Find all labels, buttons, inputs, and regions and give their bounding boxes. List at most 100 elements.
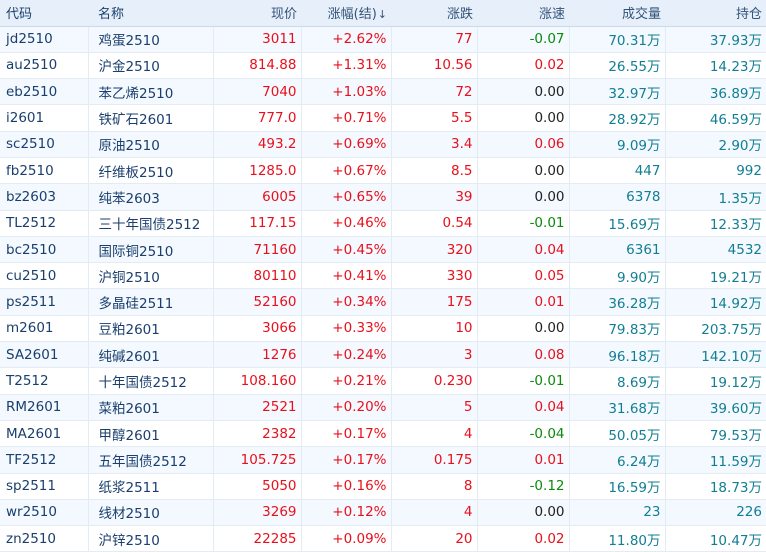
change-cell: 77 xyxy=(391,26,478,53)
header-name[interactable]: 名称 xyxy=(88,0,213,27)
price-cell: 105.725 xyxy=(213,446,302,474)
table-row[interactable]: jd2510 鸡蛋2510 3011 +2.62% 77 -0.07 70.31万 37.93… xyxy=(0,26,766,53)
table-row[interactable]: au2510 沪金2510 814.88 +1.31% 10.56 0.02 26.55万 1… xyxy=(0,52,766,80)
change-cell: 8 xyxy=(391,473,478,500)
change-cell: 0.175 xyxy=(391,446,478,474)
open-interest-cell: 79.53万 xyxy=(665,420,766,448)
table-row[interactable]: fb2510 纤维板2510 1285.0 +0.67% 8.5 0.00 447 992 xyxy=(0,157,766,185)
header-speed[interactable]: 涨速 xyxy=(477,0,569,27)
open-interest-cell: 37.93万 xyxy=(665,26,766,53)
table-row[interactable]: TF2512 五年国债2512 105.725 +0.17% 0.175 0.01 6.24… xyxy=(0,446,766,474)
change-pct-cell: +0.46% xyxy=(301,210,392,237)
table-row[interactable]: m2601 豆粕2601 3066 +0.33% 10 0.00 79.83万 203.75万 xyxy=(0,315,766,343)
speed-cell: 0.04 xyxy=(477,394,570,421)
change-pct-cell: +0.69% xyxy=(301,131,392,158)
open-interest-cell: 11.59万 xyxy=(665,446,766,474)
table-row[interactable]: SA2601 纯碱2601 1276 +0.24% 3 0.08 96.18万 142.10万 xyxy=(0,341,766,369)
name-cell: 沪金2510 xyxy=(88,52,214,80)
table-row[interactable]: T2512 十年国债2512 108.160 +0.21% 0.230 -0.01 8.69… xyxy=(0,367,766,395)
table-row[interactable]: RM2601 菜粕2601 2521 +0.20% 5 0.04 31.68万 39.60万 xyxy=(0,394,766,421)
speed-cell: 0.01 xyxy=(477,288,570,316)
table-row[interactable]: sp2511 纸浆2511 5050 +0.16% 8 -0.12 16.59万 18.73万 xyxy=(0,473,766,500)
speed-cell: 0.00 xyxy=(477,499,570,527)
header-change-pct[interactable]: 涨幅(结)↓ xyxy=(301,0,391,27)
volume-cell: 70.31万 xyxy=(569,26,666,53)
header-change-pct-label: 涨幅(结) xyxy=(327,7,377,23)
change-cell: 3.4 xyxy=(391,131,478,158)
speed-cell: 0.00 xyxy=(477,183,570,211)
change-cell: 39 xyxy=(391,183,478,211)
change-pct-cell: +0.17% xyxy=(301,446,392,474)
open-interest-cell: 226 xyxy=(665,499,766,527)
code-cell: fb2510 xyxy=(0,157,89,185)
name-cell: 国际铜2510 xyxy=(88,236,214,264)
volume-cell: 15.69万 xyxy=(569,210,666,237)
code-cell: bz2603 xyxy=(0,183,89,211)
open-interest-cell: 4532 xyxy=(665,236,766,264)
volume-cell: 16.59万 xyxy=(569,473,666,500)
price-cell: 7040 xyxy=(213,78,302,106)
header-volume[interactable]: 成交量 xyxy=(569,0,665,27)
price-cell: 2382 xyxy=(213,420,302,448)
header-price[interactable]: 现价 xyxy=(213,0,301,27)
volume-cell: 79.83万 xyxy=(569,315,666,343)
name-cell: 豆粕2601 xyxy=(88,315,214,343)
change-pct-cell: +1.31% xyxy=(301,52,392,80)
table-row[interactable]: i2601 铁矿石2601 777.0 +0.71% 5.5 0.00 28.92万 46.5… xyxy=(0,104,766,132)
change-cell: 20 xyxy=(391,525,478,552)
quotes-table-body: jd2510 鸡蛋2510 3011 +2.62% 77 -0.07 70.31万 37.93… xyxy=(0,26,766,552)
speed-cell: 0.02 xyxy=(477,52,570,80)
name-cell: 沪铜2510 xyxy=(88,262,214,290)
volume-cell: 11.80万 xyxy=(569,525,666,552)
name-cell: 甲醇2601 xyxy=(88,420,214,448)
code-cell: sc2510 xyxy=(0,131,89,158)
change-cell: 175 xyxy=(391,288,478,316)
price-cell: 493.2 xyxy=(213,131,302,158)
speed-cell: -0.12 xyxy=(477,473,570,500)
change-cell: 320 xyxy=(391,236,478,264)
code-cell: T2512 xyxy=(0,367,89,395)
volume-cell: 26.55万 xyxy=(569,52,666,80)
open-interest-cell: 39.60万 xyxy=(665,394,766,421)
change-cell: 10.56 xyxy=(391,52,478,80)
name-cell: 多晶硅2511 xyxy=(88,288,214,316)
code-cell: wr2510 xyxy=(0,499,89,527)
price-cell: 3011 xyxy=(213,26,302,53)
change-cell: 3 xyxy=(391,341,478,369)
speed-cell: -0.01 xyxy=(477,367,570,395)
table-row[interactable]: sc2510 原油2510 493.2 +0.69% 3.4 0.06 9.09万 2.90万 xyxy=(0,131,766,158)
table-row[interactable]: bz2603 纯苯2603 6005 +0.65% 39 0.00 6378 1.35万 xyxy=(0,183,766,211)
table-row[interactable]: cu2510 沪铜2510 80110 +0.41% 330 0.05 9.90万 19.21… xyxy=(0,262,766,290)
speed-cell: 0.02 xyxy=(477,525,570,552)
code-cell: au2510 xyxy=(0,52,89,80)
change-pct-cell: +0.67% xyxy=(301,157,392,185)
price-cell: 117.15 xyxy=(213,210,302,237)
volume-cell: 28.92万 xyxy=(569,104,666,132)
price-cell: 777.0 xyxy=(213,104,302,132)
speed-cell: 0.00 xyxy=(477,104,570,132)
code-cell: TL2512 xyxy=(0,210,89,237)
table-row[interactable]: wr2510 线材2510 3269 +0.12% 4 0.00 23 226 xyxy=(0,499,766,527)
table-row[interactable]: MA2601 甲醇2601 2382 +0.17% 4 -0.04 50.05万 79.53万 xyxy=(0,420,766,448)
change-pct-cell: +0.34% xyxy=(301,288,392,316)
table-row[interactable]: ps2511 多晶硅2511 52160 +0.34% 175 0.01 36.28万 14.… xyxy=(0,288,766,316)
header-code[interactable]: 代码 xyxy=(0,0,88,27)
table-header-row: 代码 名称 现价 涨幅(结)↓ 涨跌 涨速 成交量 持仓 xyxy=(0,0,766,27)
table-row[interactable]: zn2510 沪锌2510 22285 +0.09% 20 0.02 11.80万 10.47… xyxy=(0,525,766,552)
table-row[interactable]: eb2510 苯乙烯2510 7040 +1.03% 72 0.00 32.97万 36.89… xyxy=(0,78,766,106)
header-change[interactable]: 涨跌 xyxy=(391,0,477,27)
open-interest-cell: 18.73万 xyxy=(665,473,766,500)
change-cell: 5.5 xyxy=(391,104,478,132)
table-row[interactable]: bc2510 国际铜2510 71160 +0.45% 320 0.04 6361 4532 xyxy=(0,236,766,264)
price-cell: 22285 xyxy=(213,525,302,552)
header-open-interest[interactable]: 持仓 xyxy=(665,0,766,27)
name-cell: 纸浆2511 xyxy=(88,473,214,500)
code-cell: jd2510 xyxy=(0,26,89,53)
open-interest-cell: 46.59万 xyxy=(665,104,766,132)
table-row[interactable]: TL2512 三十年国债2512 117.15 +0.46% 0.54 -0.01 15.6… xyxy=(0,210,766,237)
volume-cell: 6.24万 xyxy=(569,446,666,474)
name-cell: 菜粕2601 xyxy=(88,394,214,421)
speed-cell: 0.00 xyxy=(477,315,570,343)
sort-descending-icon: ↓ xyxy=(377,8,387,22)
